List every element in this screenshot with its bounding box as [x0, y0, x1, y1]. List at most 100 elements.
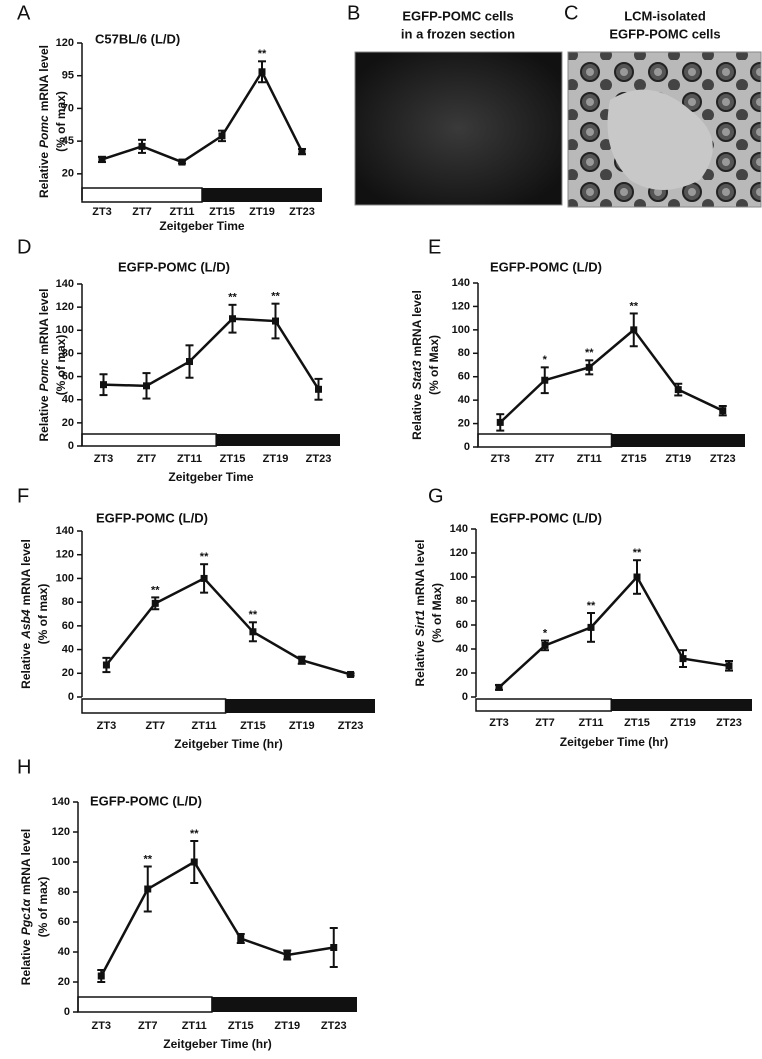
y-axis-label: Relative Pomc mRNA level [37, 45, 51, 198]
y-tick-label: 20 [62, 168, 74, 180]
dark-phase-bar [211, 997, 357, 1012]
y-tick-label: 0 [462, 691, 468, 703]
y-axis-label-part: Pomc [37, 358, 51, 391]
y-tick-label: 0 [464, 441, 470, 453]
y-tick-label: 120 [56, 549, 74, 561]
data-point [630, 326, 638, 334]
panel-letter: C [564, 2, 578, 24]
data-point [138, 142, 146, 150]
data-line [100, 860, 334, 977]
chart-title: EGFP-POMC (L/D) [118, 259, 230, 274]
y-tick-label: 40 [62, 643, 74, 655]
y-tick-label: 100 [452, 324, 470, 336]
y-tick-label: 45 [62, 135, 74, 147]
x-tick-label: ZT7 [132, 206, 152, 218]
y-tick-label: 80 [458, 347, 470, 359]
y-tick-label: 80 [58, 886, 70, 898]
y-tick-label: 60 [456, 619, 468, 631]
y-tick-label: 40 [458, 394, 470, 406]
panel-letter: G [428, 485, 444, 507]
dark-phase-bar [202, 188, 322, 202]
y-tick-label: 100 [450, 571, 468, 583]
data-point [587, 623, 595, 631]
data-point [541, 641, 549, 649]
y-axis-label: Relative Asb4 mRNA level [19, 539, 33, 689]
dark-phase-bar [216, 434, 340, 446]
significance-label: ** [258, 48, 267, 60]
y-tick-label: 60 [62, 370, 74, 382]
y-tick-label: 100 [56, 572, 74, 584]
data-point [283, 951, 291, 959]
y-axis-label-part: Relative [37, 152, 51, 198]
x-tick-label: ZT11 [578, 717, 603, 729]
y-tick-label: 100 [52, 856, 70, 868]
significance-label: ** [228, 292, 237, 304]
data-point [218, 132, 226, 140]
x-axis-label: Zeitgeber Time (hr) [163, 1037, 271, 1051]
x-tick-label: ZT7 [138, 1020, 158, 1032]
data-point [330, 944, 338, 951]
micrograph-c-gap [607, 89, 713, 190]
y-axis-label-unit: (% of max) [36, 877, 50, 938]
significance-label: ** [200, 551, 209, 563]
light-phase-bar [77, 996, 213, 1013]
y-axis-label-part: Asb4 [19, 609, 33, 640]
chart-title: EGFP-POMC (L/D) [490, 510, 602, 525]
y-tick-label: 60 [458, 371, 470, 383]
y-axis-label: Relative Pomc mRNA level [37, 289, 51, 442]
dark-phase-bar [225, 699, 375, 713]
data-point [258, 68, 266, 76]
y-axis-label-part: Relative [19, 642, 33, 688]
y-tick-label: 40 [456, 643, 468, 655]
y-tick-label: 140 [52, 796, 70, 808]
y-tick-label: 140 [56, 278, 74, 290]
x-tick-label: ZT7 [145, 720, 165, 732]
x-tick-label: ZT11 [182, 1020, 207, 1032]
y-axis-label-part: mRNA level [37, 289, 51, 355]
y-tick-label: 0 [64, 1006, 70, 1018]
x-tick-label: ZT19 [263, 453, 289, 465]
data-point [143, 382, 150, 390]
data-point [633, 573, 641, 581]
x-tick-label: ZT3 [94, 453, 114, 465]
y-tick-label: 0 [68, 691, 74, 703]
significance-label: ** [271, 291, 280, 303]
data-point [229, 315, 236, 323]
y-tick-label: 80 [62, 596, 74, 608]
x-tick-label: ZT11 [192, 720, 217, 732]
light-phase-bar [81, 698, 227, 714]
significance-label: * [543, 354, 548, 366]
y-axis-label: Relative Sirt1 mRNA level [413, 540, 427, 687]
dark-phase-bar [611, 699, 752, 711]
data-point [151, 599, 159, 607]
data-point [679, 655, 687, 663]
y-tick-label: 20 [58, 976, 70, 988]
chart-title: EGFP-POMC (L/D) [490, 259, 602, 274]
panel-letter: B [347, 2, 360, 24]
data-point [272, 317, 279, 325]
y-axis-label: Relative Stat3 mRNA level [410, 290, 424, 440]
data-point [200, 574, 208, 582]
significance-label: ** [151, 584, 160, 596]
significance-label: ** [143, 853, 152, 865]
significance-label: ** [629, 300, 638, 312]
x-tick-label: ZT3 [97, 720, 117, 732]
y-tick-label: 60 [62, 620, 74, 632]
data-point [541, 376, 549, 384]
x-tick-label: ZT11 [177, 453, 202, 465]
significance-label: ** [587, 600, 596, 612]
chart-title: C57BL/6 (L/D) [95, 31, 180, 46]
data-point [144, 885, 152, 893]
significance-label: ** [585, 347, 594, 359]
data-point [178, 158, 186, 166]
y-tick-label: 20 [62, 667, 74, 679]
significance-label: ** [190, 828, 199, 840]
y-tick-label: 40 [62, 394, 74, 406]
data-line [498, 574, 730, 689]
data-point [298, 656, 306, 664]
x-tick-label: ZT3 [91, 1020, 111, 1032]
x-tick-label: ZT7 [137, 453, 157, 465]
y-tick-label: 70 [62, 102, 74, 114]
data-point [98, 155, 106, 163]
image-title: in a frozen section [401, 26, 515, 41]
